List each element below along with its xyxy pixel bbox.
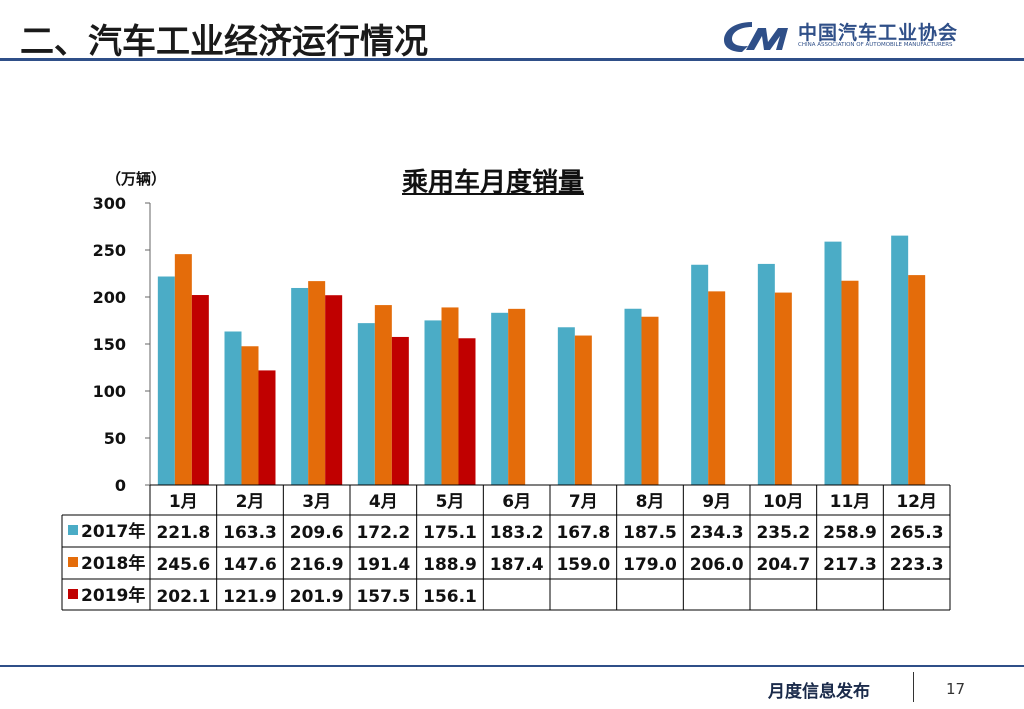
legend-swatch <box>68 589 78 599</box>
footer-text: 月度信息发布 <box>768 682 870 702</box>
caam-logo-mark-icon <box>724 22 788 52</box>
data-table-cell: 187.5 <box>623 523 677 543</box>
bar <box>891 235 909 485</box>
data-table-cell: 223.3 <box>890 555 944 575</box>
data-table-cell: 191.4 <box>356 555 410 575</box>
logo-name-cn: 中国汽车工业协会 <box>798 22 959 44</box>
bar <box>641 316 659 485</box>
bar <box>574 335 592 485</box>
bar <box>258 370 276 485</box>
data-table-cell: 179.0 <box>623 555 677 575</box>
bar <box>374 305 392 485</box>
header-divider <box>0 58 1024 61</box>
legend-label: 2019年 <box>81 585 145 606</box>
bar <box>424 320 442 485</box>
bar <box>308 281 326 485</box>
x-tick-label: 4月 <box>369 492 398 512</box>
data-table-cell: 265.3 <box>890 523 944 543</box>
data-table-cell: 156.1 <box>423 587 477 607</box>
x-tick-label: 12月 <box>896 492 937 512</box>
bar <box>391 336 409 485</box>
data-table-cell: 201.9 <box>290 587 344 607</box>
bar <box>757 263 775 485</box>
data-table-cell: 163.3 <box>223 523 277 543</box>
bar <box>191 295 209 485</box>
bar <box>157 276 175 485</box>
data-table-cell: 258.9 <box>823 523 877 543</box>
data-table-cell: 183.2 <box>490 523 544 543</box>
bar <box>241 346 259 485</box>
legend-label: 2018年 <box>81 553 145 574</box>
bar <box>908 275 926 485</box>
data-table-cell: 234.3 <box>690 523 744 543</box>
y-tick-label: 250 <box>93 241 126 260</box>
bar <box>508 308 526 485</box>
data-table-cell: 147.6 <box>223 555 277 575</box>
data-table-cell: 245.6 <box>156 555 210 575</box>
bar <box>708 291 726 485</box>
x-tick-label: 10月 <box>763 492 804 512</box>
bar <box>557 327 575 485</box>
y-tick-label: 200 <box>93 288 126 307</box>
x-tick-label: 2月 <box>236 492 265 512</box>
bar <box>824 241 842 485</box>
x-tick-label: 8月 <box>636 492 665 512</box>
data-table-cell: 188.9 <box>423 555 477 575</box>
legend-swatch <box>68 557 78 567</box>
bar <box>774 292 792 485</box>
x-tick-label: 6月 <box>502 492 531 512</box>
data-table-cell: 204.7 <box>756 555 810 575</box>
legend-swatch <box>68 525 78 535</box>
x-tick-label: 1月 <box>169 492 198 512</box>
bar <box>624 308 642 485</box>
chart-title: 乘用车月度销量 <box>402 168 585 198</box>
logo-name-en: CHINA ASSOCIATION OF AUTOMOBILE MANUFACT… <box>798 42 953 48</box>
data-table-cell: 235.2 <box>756 523 810 543</box>
bar <box>691 264 709 485</box>
legend-label: 2017年 <box>81 521 145 542</box>
x-tick-label: 3月 <box>302 492 331 512</box>
x-tick-label: 9月 <box>702 492 731 512</box>
footer-divider <box>0 665 1024 667</box>
x-tick-label: 7月 <box>569 492 598 512</box>
data-table-cell: 206.0 <box>690 555 744 575</box>
data-table-cell: 217.3 <box>823 555 877 575</box>
bar <box>224 331 242 485</box>
data-table-cell: 167.8 <box>556 523 610 543</box>
data-table-cell: 157.5 <box>356 587 410 607</box>
y-tick-label: 300 <box>93 194 126 213</box>
x-tick-label: 11月 <box>830 492 871 512</box>
bar <box>325 295 343 485</box>
data-table-cell: 221.8 <box>156 523 210 543</box>
data-table-cell: 172.2 <box>356 523 410 543</box>
bar <box>174 254 192 485</box>
data-table-cell: 187.4 <box>490 555 544 575</box>
page-number: 17 <box>946 680 966 698</box>
bar <box>357 323 375 485</box>
bar <box>841 280 859 485</box>
data-table-cell: 216.9 <box>290 555 344 575</box>
y-tick-label: 0 <box>115 476 126 495</box>
page-title: 二、汽车工业经济运行情况 <box>20 22 428 62</box>
bar <box>491 312 509 485</box>
data-table-cell: 121.9 <box>223 587 277 607</box>
y-tick-label: 150 <box>93 335 126 354</box>
data-table-cell: 209.6 <box>290 523 344 543</box>
data-table-cell: 159.0 <box>556 555 610 575</box>
footer-separator <box>913 672 914 702</box>
y-tick-label: 100 <box>93 382 126 401</box>
data-table-cell: 175.1 <box>423 523 477 543</box>
x-tick-label: 5月 <box>436 492 465 512</box>
data-table-cell: 202.1 <box>156 587 210 607</box>
y-axis-unit: （万辆） <box>106 170 167 188</box>
caam-logo: 中国汽车工业协会 CHINA ASSOCIATION OF AUTOMOBILE… <box>722 18 1018 54</box>
bar <box>458 338 476 485</box>
bar <box>291 287 309 485</box>
y-tick-label: 50 <box>104 429 126 448</box>
bar <box>441 307 459 485</box>
